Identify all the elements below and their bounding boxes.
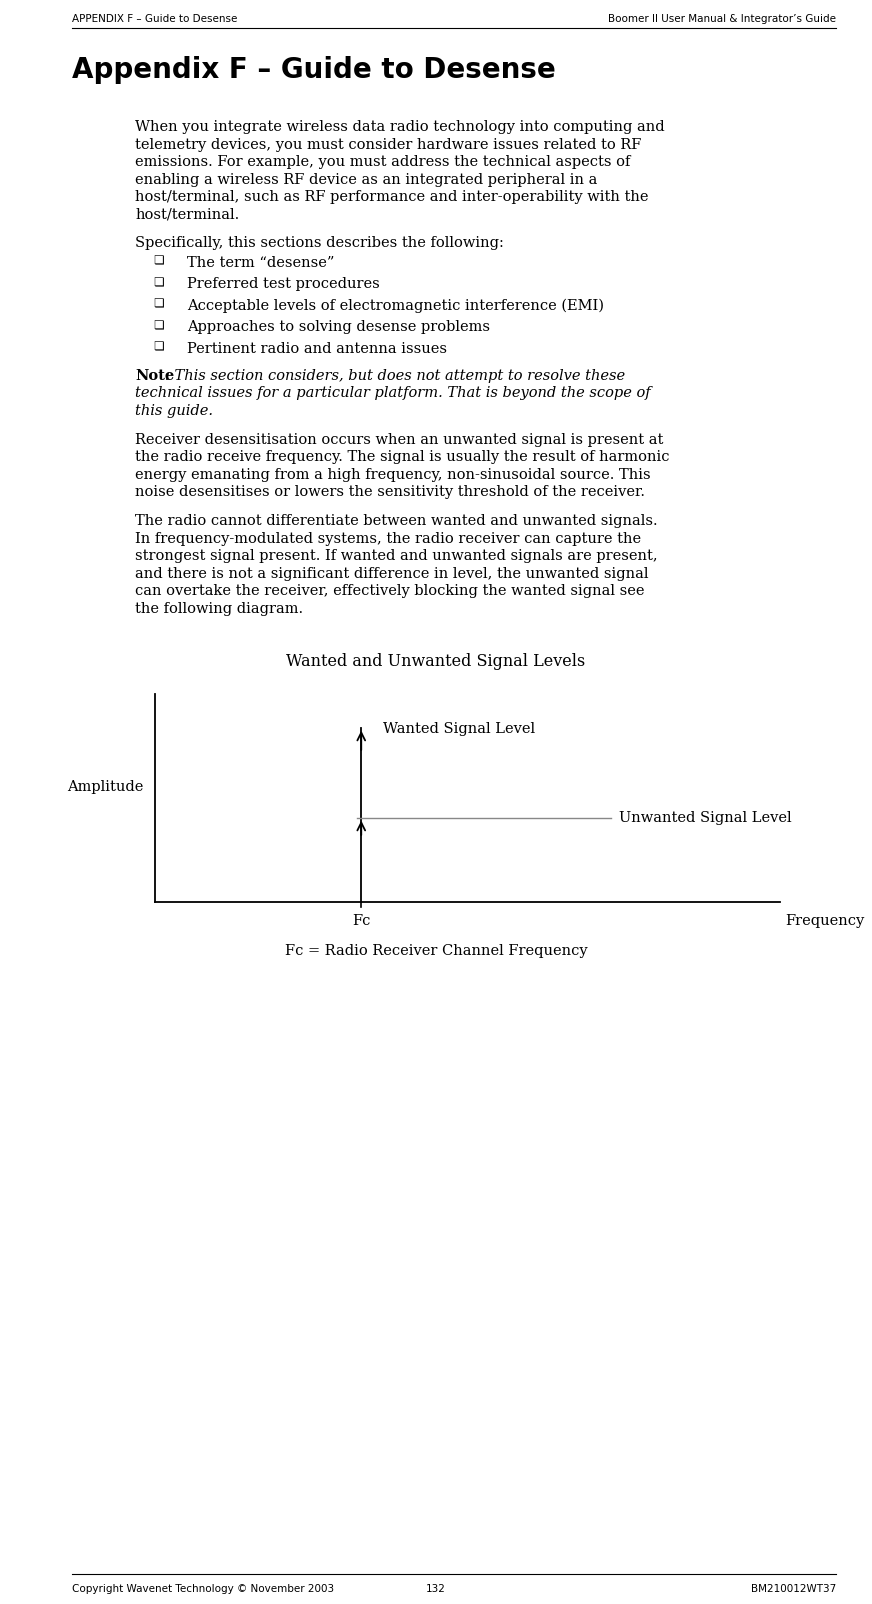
Text: technical issues for a particular platform. That is beyond the scope of: technical issues for a particular platfo…: [135, 387, 651, 401]
Text: telemetry devices, you must consider hardware issues related to RF: telemetry devices, you must consider har…: [135, 138, 642, 151]
Text: Unwanted Signal Level: Unwanted Signal Level: [619, 812, 792, 824]
Text: Pertinent radio and antenna issues: Pertinent radio and antenna issues: [187, 342, 447, 356]
Text: Note: Note: [135, 369, 174, 383]
Text: ❏: ❏: [153, 340, 163, 353]
Text: ❏: ❏: [153, 319, 163, 332]
Text: Receiver desensitisation occurs when an unwanted signal is present at: Receiver desensitisation occurs when an …: [135, 433, 664, 448]
Text: this guide.: this guide.: [135, 404, 213, 419]
Text: Acceptable levels of electromagnetic interference (EMI): Acceptable levels of electromagnetic int…: [187, 298, 604, 313]
Text: Preferred test procedures: Preferred test procedures: [187, 277, 379, 292]
Text: the following diagram.: the following diagram.: [135, 602, 303, 616]
Text: APPENDIX F – Guide to Desense: APPENDIX F – Guide to Desense: [72, 14, 237, 24]
Text: can overtake the receiver, effectively blocking the wanted signal see: can overtake the receiver, effectively b…: [135, 584, 644, 598]
Text: enabling a wireless RF device as an integrated peripheral in a: enabling a wireless RF device as an inte…: [135, 173, 597, 186]
Text: energy emanating from a high frequency, non-sinusoidal source. This: energy emanating from a high frequency, …: [135, 468, 651, 481]
Text: Specifically, this sections describes the following:: Specifically, this sections describes th…: [135, 236, 504, 250]
Text: ❏: ❏: [153, 276, 163, 289]
Text: Boomer II User Manual & Integrator’s Guide: Boomer II User Manual & Integrator’s Gui…: [608, 14, 836, 24]
Text: Copyright Wavenet Technology © November 2003: Copyright Wavenet Technology © November …: [72, 1585, 334, 1594]
Text: 132: 132: [426, 1585, 446, 1594]
Text: host/terminal.: host/terminal.: [135, 207, 239, 221]
Text: strongest signal present. If wanted and unwanted signals are present,: strongest signal present. If wanted and …: [135, 549, 657, 563]
Text: Fc = Radio Receiver Channel Frequency: Fc = Radio Receiver Channel Frequency: [284, 943, 588, 958]
Text: The term “desense”: The term “desense”: [187, 255, 334, 269]
Text: Fc: Fc: [352, 914, 371, 927]
Text: host/terminal, such as RF performance and inter-operability with the: host/terminal, such as RF performance an…: [135, 189, 649, 204]
Text: Wanted and Unwanted Signal Levels: Wanted and Unwanted Signal Levels: [286, 653, 586, 670]
Text: ❏: ❏: [153, 255, 163, 268]
Text: emissions. For example, you must address the technical aspects of: emissions. For example, you must address…: [135, 156, 630, 168]
Text: ❏: ❏: [153, 298, 163, 311]
Text: BM210012WT37: BM210012WT37: [751, 1585, 836, 1594]
Text: The radio cannot differentiate between wanted and unwanted signals.: The radio cannot differentiate between w…: [135, 515, 657, 528]
Text: : This section considers, but does not attempt to resolve these: : This section considers, but does not a…: [165, 369, 625, 383]
Text: Wanted Signal Level: Wanted Signal Level: [384, 722, 535, 736]
Text: and there is not a significant difference in level, the unwanted signal: and there is not a significant differenc…: [135, 566, 649, 581]
Text: Approaches to solving desense problems: Approaches to solving desense problems: [187, 321, 490, 334]
Text: Appendix F – Guide to Desense: Appendix F – Guide to Desense: [72, 56, 555, 83]
Text: When you integrate wireless data radio technology into computing and: When you integrate wireless data radio t…: [135, 120, 664, 135]
Text: the radio receive frequency. The signal is usually the result of harmonic: the radio receive frequency. The signal …: [135, 451, 670, 464]
Text: Amplitude: Amplitude: [67, 780, 143, 794]
Text: noise desensitises or lowers the sensitivity threshold of the receiver.: noise desensitises or lowers the sensiti…: [135, 486, 645, 499]
Text: Frequency: Frequency: [785, 914, 864, 927]
Text: In frequency-modulated systems, the radio receiver can capture the: In frequency-modulated systems, the radi…: [135, 531, 641, 545]
